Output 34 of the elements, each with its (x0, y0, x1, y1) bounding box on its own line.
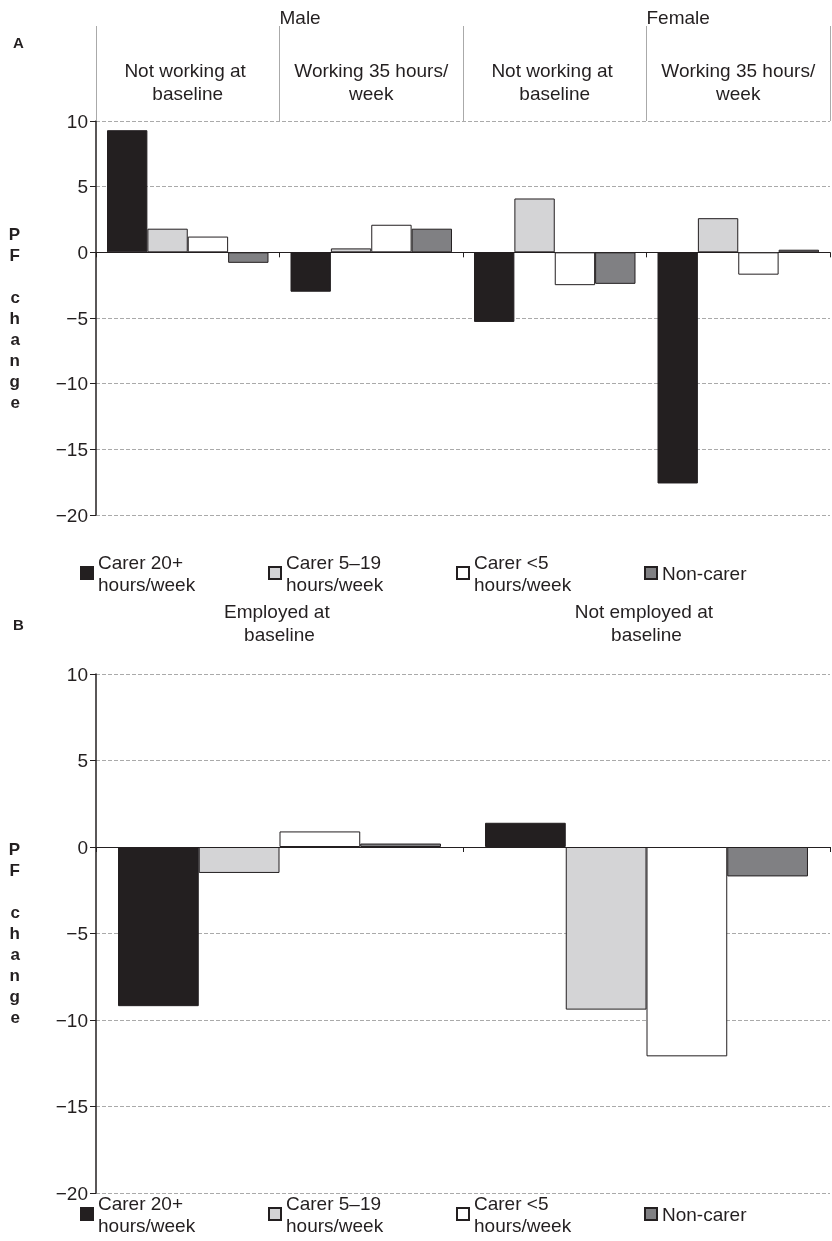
text: Female (646, 7, 710, 28)
x-tick-label: Working 35 hours/week (294, 60, 449, 104)
legend-label: Carer 20+ hours/week (98, 1192, 196, 1236)
y-tick-label: −10 (55, 1009, 88, 1031)
text: PF change (8, 840, 20, 1027)
y-tick-label: 10 (66, 663, 88, 685)
x-tick-label: Employed at baseline (224, 601, 335, 645)
legend-label: Carer 5–19 hours/week (286, 1192, 387, 1236)
y-tick-label: 5 (77, 176, 88, 198)
y-tick-label: 0 (77, 241, 88, 263)
legend-label: Carer <5 hours/week (474, 1192, 572, 1236)
legend-label: Carer 20+ hours/week (98, 551, 196, 595)
y-tick-label: −10 (55, 373, 88, 395)
x-tick-label: Not working at baseline (491, 60, 619, 104)
text: Male (279, 7, 321, 28)
text: PF change (8, 224, 20, 412)
y-tick-label: −15 (55, 1096, 88, 1117)
x-tick-label: Not working at baseline (124, 60, 252, 104)
x-tick-label: Working 35 hours/week (661, 60, 816, 104)
y-tick-label: −5 (66, 307, 88, 329)
y-tick-label: 10 (66, 110, 88, 132)
y-tick-label: −20 (55, 1182, 88, 1204)
legend-label: Carer <5 hours/week (474, 551, 572, 595)
y-tick-label: −5 (66, 923, 88, 944)
chart-title: A (13, 34, 24, 51)
y-tick-label: 0 (77, 836, 88, 858)
legend-label: Non-carer (662, 1203, 748, 1225)
legend-label: Non-carer (662, 562, 748, 584)
y-tick-label: 5 (77, 750, 88, 771)
y-tick-label: −15 (55, 438, 88, 460)
chart-title: B (13, 616, 24, 633)
y-tick-label: −20 (55, 504, 88, 526)
legend-label: Carer 5–19 hours/week (286, 551, 387, 595)
x-tick-label: Not employed at baseline (574, 601, 719, 645)
